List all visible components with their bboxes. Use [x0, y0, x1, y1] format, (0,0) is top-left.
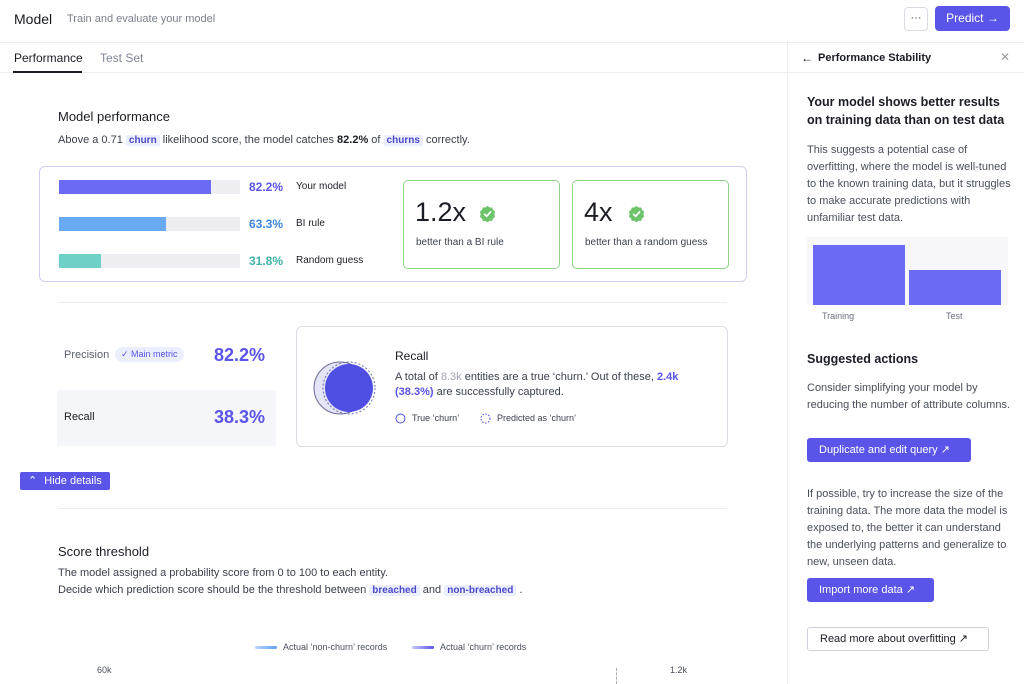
- left-axis-top-label: 60k: [97, 665, 112, 675]
- import-more-data-button[interactable]: Import more data ↗: [807, 578, 934, 602]
- score-threshold-title: Score threshold: [58, 544, 150, 559]
- tab-bar: Performance Test Set: [0, 43, 787, 73]
- tab-test-set[interactable]: Test Set: [100, 51, 144, 65]
- test-label: Test: [946, 311, 963, 321]
- chevron-up-icon: ⌃: [28, 475, 38, 487]
- true-churn-legend: True ‘churn’: [412, 413, 460, 423]
- close-icon[interactable]: ✕: [1000, 50, 1011, 64]
- recall-value: 38.3%: [214, 407, 266, 427]
- section-divider: [58, 302, 727, 303]
- performance-comparison-box: 82.2% Your model 63.3% BI rule 31.8% Ran…: [39, 166, 747, 282]
- random-guess-multiplier-text: better than a random guess: [585, 237, 708, 248]
- more-options-button[interactable]: ···: [904, 7, 928, 31]
- bi-rule-bar: [59, 217, 166, 231]
- predicted-churn-legend-icon: [480, 413, 491, 424]
- bi-rule-label: BI rule: [296, 218, 325, 229]
- training-data-suggestion: If possible, try to increase the size of…: [807, 488, 1008, 568]
- panel-header: ← Performance Stability ✕: [788, 43, 1024, 73]
- model-performance-description: Above a 0.71 churn likelihood score, the…: [58, 134, 470, 146]
- main-metric-badge: ✓ Main metric: [115, 347, 184, 362]
- true-churn-legend-icon: [395, 413, 406, 424]
- random-guess-bar: [59, 254, 101, 268]
- breached-chip: breached: [369, 585, 420, 596]
- bi-rule-multiplier-text: better than a BI rule: [416, 237, 504, 248]
- recall-metric-row[interactable]: Recall 38.3%: [57, 390, 276, 446]
- hide-details-label: Hide details: [44, 475, 102, 487]
- page-title: Model: [14, 11, 53, 27]
- model-performance-title: Model performance: [58, 109, 170, 124]
- bi-rule-multiplier-value: 1.2x: [415, 197, 467, 227]
- read-more-overfitting-button[interactable]: Read more about overfitting ↗: [807, 627, 989, 651]
- non-churn-legend: Actual ‘non-churn’ records: [283, 642, 388, 652]
- desc-text: and: [422, 584, 442, 596]
- score-threshold-line2: Decide which prediction score should be …: [58, 584, 522, 596]
- non-breached-chip: non-breached: [444, 585, 517, 596]
- back-arrow-icon[interactable]: ←: [801, 51, 813, 65]
- desc-text: likelihood score, the model catches: [162, 134, 334, 146]
- panel-heading: Your model shows better results on train…: [807, 95, 1005, 127]
- panel-title: Performance Stability: [818, 52, 932, 64]
- churn-chip: churn: [125, 135, 160, 146]
- recall-card-title: Recall: [395, 349, 429, 363]
- desc-text: correctly.: [425, 134, 470, 146]
- your-model-bar-track: [59, 180, 240, 194]
- overfitting-explanation: This suggests a potential case of overfi…: [807, 144, 1011, 224]
- duplicate-edit-query-button[interactable]: Duplicate and edit query ↗: [807, 438, 971, 462]
- desc-percentage: 82.2%: [337, 134, 369, 146]
- random-guess-multiplier-card: 4x better than a random guess: [572, 180, 729, 269]
- bi-rule-multiplier-card: 1.2x better than a BI rule: [403, 180, 560, 269]
- churns-chip: churns: [383, 135, 423, 146]
- simplify-suggestion: Consider simplifying your model by reduc…: [807, 382, 1011, 411]
- app-header: Model Train and evaluate your model ··· …: [0, 0, 1024, 43]
- random-guess-bar-track: [59, 254, 240, 268]
- desc-text: Decide which prediction score should be …: [58, 584, 367, 596]
- performance-stability-panel: ← Performance Stability ✕ Your model sho…: [787, 43, 1024, 684]
- your-model-label: Your model: [296, 181, 347, 192]
- threshold-marker[interactable]: [616, 668, 617, 684]
- non-churn-legend-swatch: [255, 646, 277, 649]
- recall-total: 8.3k: [440, 371, 462, 383]
- section-divider: [58, 508, 727, 509]
- your-model-bar: [59, 180, 212, 194]
- precision-value: 82.2%: [214, 345, 266, 365]
- check-badge-icon: [479, 205, 496, 222]
- tab-performance[interactable]: Performance: [14, 51, 83, 65]
- desc-text: of: [371, 134, 381, 146]
- bi-rule-bar-track: [59, 217, 240, 231]
- predict-button[interactable]: Predict →: [935, 6, 1010, 31]
- your-model-percentage: 82.2%: [249, 180, 284, 194]
- desc-text: A total of: [395, 371, 438, 383]
- training-vs-test-chart: [807, 237, 1008, 305]
- active-tab-indicator: [13, 71, 82, 73]
- random-guess-percentage: 31.8%: [249, 254, 284, 268]
- random-guess-label: Random guess: [296, 255, 364, 266]
- training-label: Training: [822, 311, 855, 321]
- desc-text: are successfully captured.: [436, 386, 564, 398]
- test-bar: [909, 270, 1001, 305]
- churn-legend-swatch: [412, 646, 434, 649]
- predicted-churn-legend: Predicted as ‘churn’: [497, 413, 577, 423]
- suggested-actions-title: Suggested actions: [807, 352, 919, 366]
- recall-card-description: A total of 8.3k entities are a true ‘chu…: [395, 370, 715, 400]
- recall-details-card: Recall A total of 8.3k entities are a tr…: [296, 326, 728, 447]
- churn-legend: Actual ‘churn’ records: [440, 642, 527, 652]
- recall-venn-icon: [313, 361, 376, 415]
- training-bar: [813, 245, 905, 305]
- recall-label: Recall: [64, 411, 95, 423]
- recall-captured: 2.4k (38.3%): [395, 371, 679, 398]
- desc-text: entities are a true ‘churn.’ Out of thes…: [464, 371, 654, 383]
- right-axis-top-label: 1.2k: [670, 665, 688, 675]
- check-badge-icon: [628, 205, 645, 222]
- precision-label: Precision: [64, 349, 110, 361]
- hide-details-button[interactable]: ⌃ Hide details: [20, 472, 110, 490]
- page-subtitle: Train and evaluate your model: [67, 13, 216, 25]
- score-threshold-line1: The model assigned a probability score f…: [58, 567, 388, 579]
- bi-rule-percentage: 63.3%: [249, 217, 284, 231]
- desc-text: Above a 0.71: [58, 134, 123, 146]
- random-guess-multiplier-value: 4x: [584, 197, 613, 227]
- desc-text: .: [519, 584, 523, 596]
